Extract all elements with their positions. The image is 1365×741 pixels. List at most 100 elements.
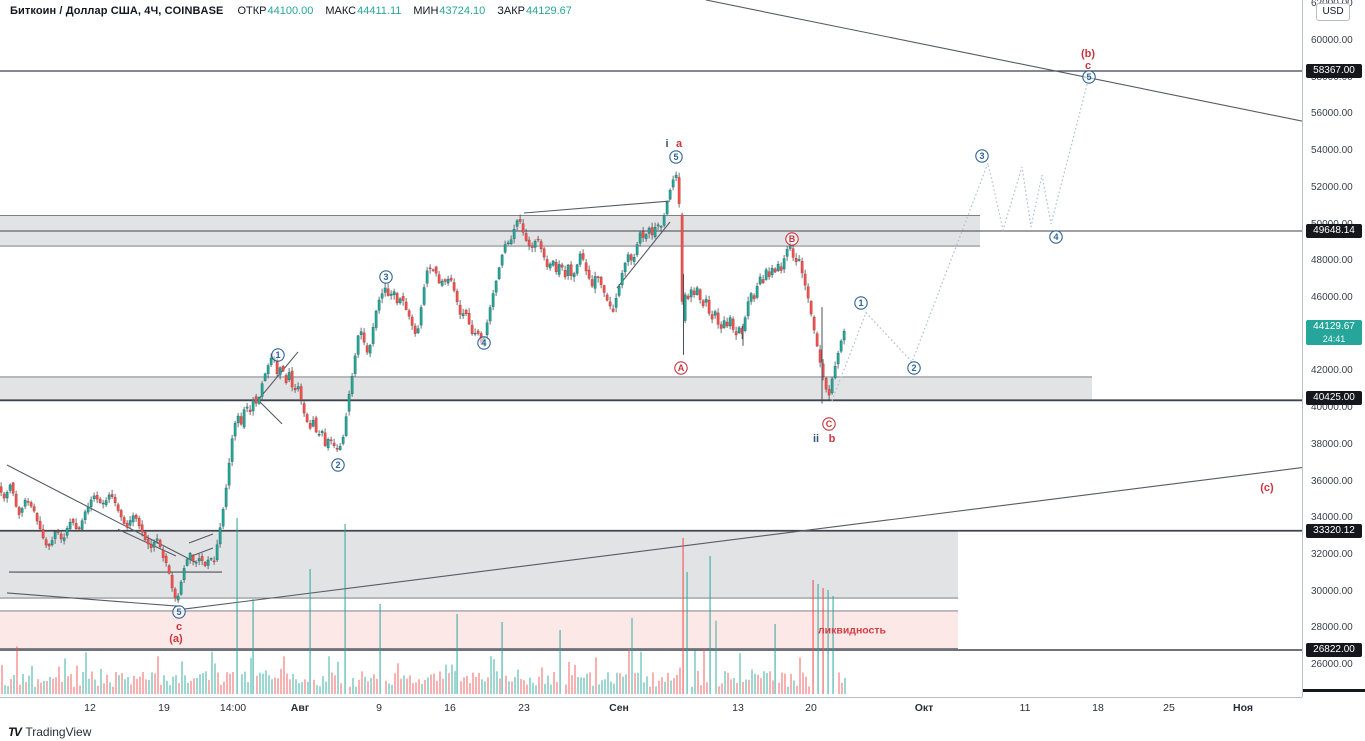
wave-label-1[interactable]: 1 bbox=[271, 348, 285, 362]
tradingview-logo[interactable]: TV TradingView bbox=[8, 725, 91, 739]
wave-label-i[interactable]: i bbox=[665, 138, 668, 150]
svg-text:(a): (a) bbox=[169, 633, 183, 645]
price-level-label: 26822.00 bbox=[1306, 643, 1362, 657]
wave-label-(c)[interactable]: (c) bbox=[1260, 482, 1274, 494]
wave-label-A[interactable]: A bbox=[674, 361, 688, 375]
svg-text:C: C bbox=[826, 419, 833, 429]
price-tick-26000.00: 26000.00 bbox=[1311, 659, 1353, 670]
time-label-11: 11 bbox=[1019, 702, 1031, 714]
svg-text:i: i bbox=[665, 138, 668, 150]
volume-spike bbox=[682, 538, 684, 694]
price-tick-60000.00: 60000.00 bbox=[1311, 35, 1353, 46]
svg-text:5: 5 bbox=[673, 152, 678, 162]
time-axis[interactable]: 12 19 14:00 Авг 9 16 23 Сен 13 20 Окт 11 18 25 Ноя bbox=[0, 697, 1302, 718]
wave-label-ii[interactable]: ii bbox=[813, 433, 819, 445]
wave-label-3[interactable]: 3 bbox=[975, 149, 989, 163]
volume-spike bbox=[379, 604, 381, 694]
volume-spike bbox=[501, 622, 503, 694]
wave-label-(b)[interactable]: (b) bbox=[1081, 48, 1095, 60]
wave-label-5[interactable]: 5 bbox=[172, 605, 186, 619]
wave-label-c[interactable]: c bbox=[1085, 60, 1091, 72]
price-level-label: 58367.00 bbox=[1306, 64, 1362, 78]
trendline-long-ascending-to-c[interactable] bbox=[183, 467, 1302, 610]
wave-label-b[interactable]: b bbox=[829, 433, 836, 445]
wave-label-B[interactable]: B bbox=[785, 232, 799, 246]
wave-label-4[interactable]: 4 bbox=[1049, 230, 1063, 244]
time-label-9: 9 bbox=[376, 702, 382, 714]
time-label-23: 23 bbox=[518, 702, 530, 714]
price-tick-42000.00: 42000.00 bbox=[1311, 365, 1353, 376]
time-label-12: 12 bbox=[84, 702, 96, 714]
volume-spike bbox=[817, 584, 819, 694]
volume-spike bbox=[344, 524, 346, 694]
price-axis-divider bbox=[1303, 689, 1365, 692]
wave-label-(a)[interactable]: (a) bbox=[169, 633, 183, 645]
price-tick-36000.00: 36000.00 bbox=[1311, 476, 1353, 487]
price-tick-54000.00: 54000.00 bbox=[1311, 145, 1353, 156]
price-level-label: 49648.14 bbox=[1306, 224, 1362, 238]
svg-text:2: 2 bbox=[911, 363, 916, 373]
svg-text:A: A bbox=[678, 363, 685, 373]
price-tick-34000.00: 34000.00 bbox=[1311, 512, 1353, 523]
wave-label-5[interactable]: 5 bbox=[669, 150, 683, 164]
svg-text:4: 4 bbox=[481, 338, 486, 348]
trendline-left-into-low[interactable] bbox=[6, 592, 181, 607]
wave-label-4[interactable]: 4 bbox=[477, 336, 491, 350]
trendlines bbox=[6, 0, 1302, 610]
time-label-Окт: Окт bbox=[914, 702, 934, 714]
svg-text:b: b bbox=[829, 433, 836, 445]
time-label-19: 19 bbox=[158, 702, 170, 714]
wave-label-2[interactable]: 2 bbox=[331, 458, 345, 472]
time-label-18: 18 bbox=[1092, 702, 1104, 714]
svg-text:c: c bbox=[1085, 60, 1091, 72]
svg-text:2: 2 bbox=[335, 460, 340, 470]
svg-text:1: 1 bbox=[858, 298, 863, 308]
price-axis[interactable]: USD 62000.0060000.0058000.0056000.005400… bbox=[1302, 0, 1365, 697]
volume-spike bbox=[832, 596, 834, 694]
liquidity-zone[interactable] bbox=[0, 610, 958, 649]
trendline-triangle-upper[interactable] bbox=[523, 200, 671, 214]
time-label-20: 20 bbox=[805, 702, 817, 714]
wave-label-2[interactable]: 2 bbox=[907, 361, 921, 375]
svg-text:(b): (b) bbox=[1081, 48, 1095, 60]
trendline-upper-descending[interactable] bbox=[705, 0, 1302, 122]
trendline-wedge1-a[interactable] bbox=[257, 351, 299, 401]
liquidity: ликвидность bbox=[818, 625, 887, 637]
volume-spike bbox=[309, 569, 311, 694]
currency-toggle-button[interactable]: USD bbox=[1316, 3, 1350, 21]
wave-label-3[interactable]: 3 bbox=[379, 270, 393, 284]
price-tick-38000.00: 38000.00 bbox=[1311, 439, 1353, 450]
projection-path[interactable] bbox=[831, 76, 1090, 401]
time-label-13: 13 bbox=[732, 702, 744, 714]
wave-label-a[interactable]: a bbox=[676, 138, 683, 150]
volume-bars bbox=[1, 518, 846, 694]
wave-label-C[interactable]: C bbox=[822, 417, 836, 431]
trendline-wedge1-b[interactable] bbox=[257, 399, 283, 425]
demand-40425[interactable] bbox=[0, 376, 1092, 401]
svg-text:5: 5 bbox=[176, 607, 181, 617]
wave-label-1[interactable]: 1 bbox=[854, 296, 868, 310]
time-label-25: 25 bbox=[1163, 702, 1175, 714]
trendline-triangle-lower[interactable] bbox=[616, 221, 671, 289]
time-label-Авг: Авг bbox=[290, 702, 310, 714]
trendline-left-descending-main[interactable] bbox=[6, 464, 198, 564]
svg-text:3: 3 bbox=[383, 272, 388, 282]
price-tick-56000.00: 56000.00 bbox=[1311, 108, 1353, 119]
svg-text:B: B bbox=[789, 234, 796, 244]
volume-spike bbox=[686, 572, 688, 694]
time-label-Ноя: Ноя bbox=[1233, 702, 1253, 714]
wave-label-c[interactable]: c bbox=[176, 621, 182, 633]
price-tick-32000.00: 32000.00 bbox=[1311, 549, 1353, 560]
price-tick-40000.00: 40000.00 bbox=[1311, 402, 1353, 413]
price-tick-52000.00: 52000.00 bbox=[1311, 182, 1353, 193]
price-level-label: 40425.00 bbox=[1306, 391, 1362, 405]
price-level-label: 33320.12 bbox=[1306, 524, 1362, 538]
volume-spike bbox=[812, 580, 814, 694]
price-tick-46000.00: 46000.00 bbox=[1311, 292, 1353, 303]
time-label-16: 16 bbox=[444, 702, 456, 714]
wave-label-5[interactable]: 5 bbox=[1082, 70, 1096, 84]
svg-text:ii: ii bbox=[813, 433, 819, 445]
trendline-flag-a[interactable] bbox=[188, 533, 214, 544]
